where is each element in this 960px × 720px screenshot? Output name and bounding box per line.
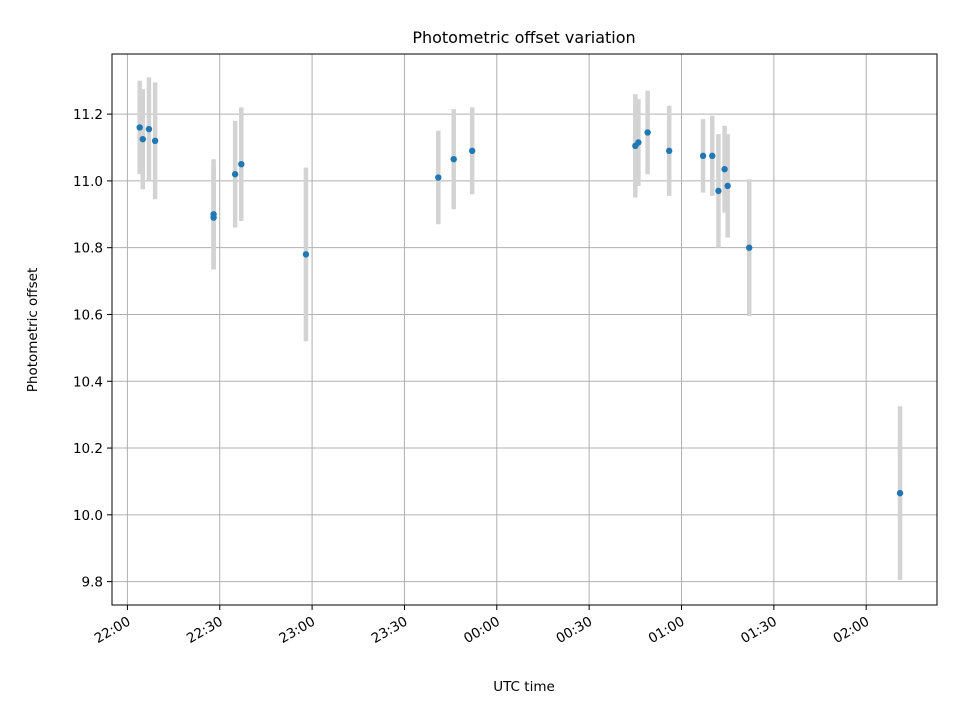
data-point: [715, 187, 722, 195]
y-tick-label: 11.0: [73, 174, 103, 190]
x-tick-label: 00:00: [461, 614, 503, 647]
y-tick-label: 10.6: [73, 307, 103, 323]
data-point: [231, 171, 239, 178]
x-tick-label: 22:30: [184, 614, 226, 647]
y-axis: 9.8 10.0 10.2 10.4 10.6 10.8 11.0 11.2: [73, 107, 112, 591]
y-tick-label: 10.2: [73, 441, 103, 457]
x-axis-label: UTC time: [493, 679, 555, 695]
data-point: [145, 125, 153, 133]
x-tick-label: 01:30: [738, 614, 780, 647]
y-tick-label: 10.8: [73, 241, 103, 257]
data-point: [302, 251, 310, 258]
data-point: [896, 489, 904, 497]
x-tick-label: 23:00: [276, 614, 318, 647]
x-axis: 22:00 22:30 23:00 23:30 00:00 00:30 01:00 01:30…: [92, 605, 872, 647]
data-point: [238, 161, 245, 168]
x-tick-label: 02:00: [831, 614, 873, 647]
x-tick-label: 01:00: [646, 614, 688, 647]
data-point: [721, 166, 728, 173]
data-point: [665, 147, 673, 155]
plot-frame: [111, 53, 938, 606]
grid-lines: [112, 54, 937, 605]
data-point: [450, 155, 457, 163]
data-point: [635, 139, 642, 146]
y-axis-label: Photometric offset: [25, 268, 41, 392]
data-point: [746, 244, 753, 251]
data-point: [724, 182, 731, 190]
data-point: [468, 147, 476, 155]
data-point: [644, 129, 651, 136]
data-point: [435, 174, 442, 181]
chart-title: Photometric offset variation: [412, 28, 635, 47]
x-tick-label: 22:00: [92, 614, 134, 647]
data-point: [151, 137, 159, 145]
y-tick-label: 10.4: [73, 374, 103, 390]
y-tick-label: 10.0: [73, 508, 103, 524]
x-tick-label: 23:30: [369, 614, 411, 647]
error-bars: [137, 77, 903, 580]
data-point: [709, 152, 716, 160]
y-tick-label: 11.2: [73, 107, 103, 123]
data-points: [136, 124, 904, 497]
data-point: [136, 124, 143, 131]
x-tick-label: 00:30: [553, 614, 595, 647]
data-point: [699, 152, 707, 160]
data-point: [139, 135, 146, 143]
data-point: [210, 211, 217, 218]
y-tick-label: 9.8: [82, 575, 103, 591]
